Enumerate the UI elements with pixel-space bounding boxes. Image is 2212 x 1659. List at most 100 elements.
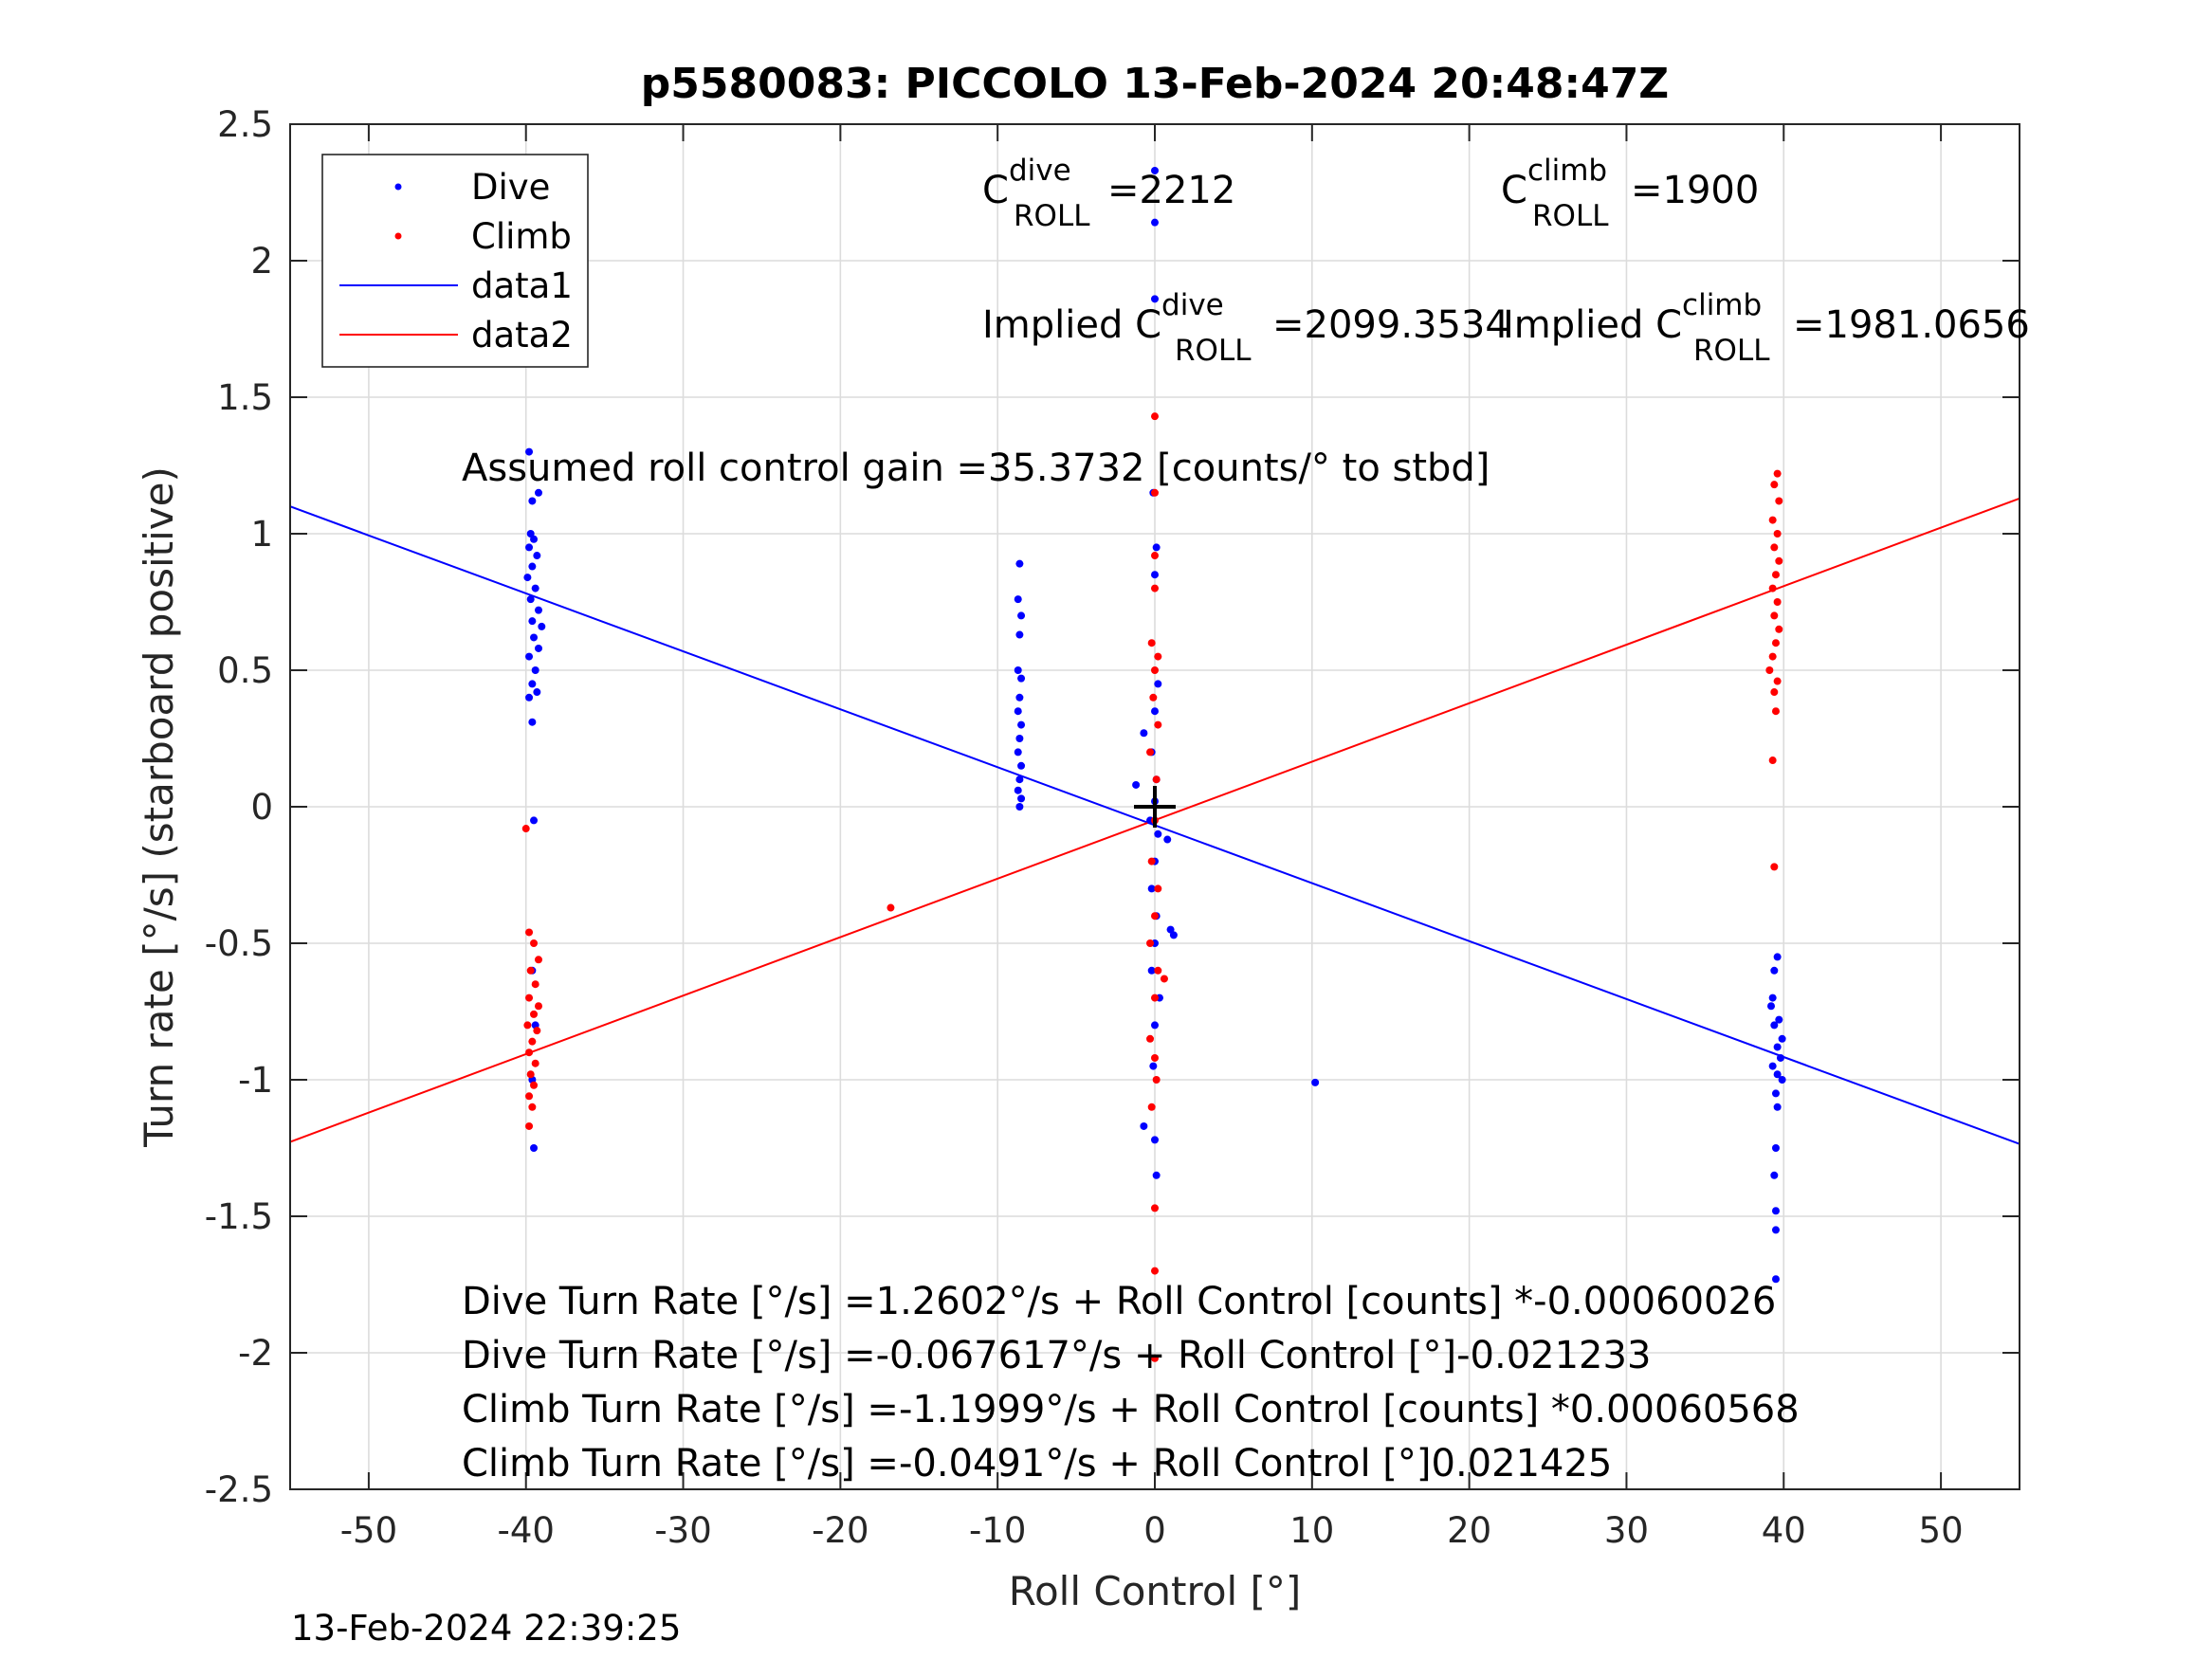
climb-point [1768, 652, 1777, 661]
dive-point [1778, 1034, 1786, 1043]
x-axis-label: Roll Control [°] [1009, 1568, 1302, 1614]
implied-dive-sub: ROLL [1175, 334, 1252, 368]
climb-point [1768, 516, 1777, 524]
dive-point [528, 562, 537, 571]
gain-annotation: Assumed roll control gain =35.3732 [coun… [462, 447, 1490, 490]
y-tick-label: 0.5 [217, 650, 273, 691]
y-tick-label: -2.5 [205, 1469, 273, 1510]
axis-ticks: -50 -40 -30 -20 -10 0 10 20 30 40 50-2.5-2-1.5-1-0… [205, 104, 2020, 1551]
dive-point [1147, 884, 1156, 893]
dive-point [525, 447, 534, 456]
climb-point [521, 825, 530, 833]
x-tick-label: -50 [340, 1510, 397, 1551]
x-tick-label: -40 [498, 1510, 555, 1551]
implied-dive-value: =2099.3534 [1272, 303, 1509, 347]
x-tick-label: 50 [1919, 1510, 1964, 1551]
climb-point [1151, 412, 1159, 421]
c-climb-value: =1900 [1631, 169, 1759, 212]
climb-point [1768, 584, 1777, 592]
c-climb-sub: ROLL [1532, 199, 1609, 233]
dive-point [1017, 720, 1026, 729]
dive-point [1140, 1121, 1148, 1130]
dive-point [1768, 994, 1777, 1002]
x-tick-label: 30 [1604, 1510, 1649, 1551]
x-tick-label: 0 [1143, 1510, 1166, 1551]
dive-point [1770, 1171, 1779, 1179]
dive-point [526, 595, 535, 604]
dive-point [1014, 595, 1022, 604]
climb-point [1160, 975, 1168, 983]
legend-dive-swatch [394, 183, 402, 191]
dive-point [1015, 775, 1024, 784]
dive-point [528, 680, 537, 688]
y-tick-label: 1 [250, 514, 273, 555]
climb-point [525, 1092, 534, 1101]
x-tick-label: -20 [812, 1510, 868, 1551]
climb-point [1771, 571, 1780, 579]
climb-point [1151, 1267, 1159, 1275]
y-tick-label: -0.5 [205, 923, 273, 964]
climb-point [1151, 994, 1159, 1002]
dive-point [1151, 707, 1159, 716]
climb-point [530, 939, 539, 947]
c-dive-annotation: Cdive ROLL =2212 [982, 154, 1235, 233]
dive-point [534, 488, 542, 497]
climb-point [1770, 481, 1779, 489]
dive-point [528, 718, 537, 726]
dive-point [534, 606, 542, 614]
climb-point [1147, 1103, 1156, 1111]
dive-point [1017, 794, 1026, 803]
legend-climb-swatch [394, 232, 402, 240]
climb-point [533, 1027, 541, 1035]
dive-point [1017, 611, 1026, 620]
y-tick-label: -1 [238, 1060, 273, 1101]
y-tick-label: 0 [250, 787, 273, 828]
c-climb-prefix: C [1501, 169, 1527, 212]
c-dive-prefix: C [982, 169, 1009, 212]
dive-point [1151, 218, 1159, 227]
climb-point [1773, 677, 1782, 685]
climb-point [1154, 720, 1162, 729]
dive-point [1773, 1043, 1782, 1051]
generated-timestamp: 13-Feb-2024 22:39:25 [291, 1608, 681, 1649]
dive-point [1015, 803, 1024, 811]
dive-point [528, 617, 537, 626]
dive-point [1152, 543, 1161, 552]
implied-dive-prefix: Implied C [982, 303, 1161, 347]
dive-point [1014, 786, 1022, 794]
dive-point [1773, 1103, 1782, 1111]
climb-point [1770, 863, 1779, 871]
implied-climb-annotation: Implied Cclimb ROLL =1981.0656 [1503, 288, 2030, 368]
c-dive-value: =2212 [1107, 169, 1235, 212]
x-tick-label: 20 [1447, 1510, 1491, 1551]
dive-point [1771, 1226, 1780, 1234]
climb-point [1151, 584, 1159, 592]
legend-dive-label: Dive [471, 167, 550, 208]
dive-point [1771, 1089, 1780, 1098]
climb-point [525, 1121, 534, 1130]
climb-point [531, 1059, 539, 1067]
data-layer [289, 166, 2020, 1362]
climb-point [1773, 530, 1782, 538]
dive-point [1771, 1207, 1780, 1215]
dive-point [531, 584, 539, 592]
y-axis-label: Turn rate [°/s] (starboard positive) [136, 466, 182, 1148]
dive-point [1778, 1076, 1786, 1084]
climb-point [534, 1002, 542, 1011]
y-tick-label: 2.5 [217, 104, 273, 145]
legend-data2-label: data2 [471, 315, 573, 356]
dive-point [538, 622, 546, 630]
climb-point [528, 1103, 537, 1111]
dive-point [1015, 693, 1024, 702]
c-dive-sub: ROLL [1014, 199, 1090, 233]
dive-point [1154, 680, 1162, 688]
c-climb-sup: climb [1527, 154, 1607, 188]
implied-climb-sub: ROLL [1693, 334, 1770, 368]
dive-point [1773, 1070, 1782, 1079]
dive-point [1775, 1015, 1783, 1024]
climb-point [1154, 884, 1162, 893]
climb-point [1147, 639, 1156, 647]
climb-point [1768, 757, 1777, 765]
climb-point [1146, 1034, 1155, 1043]
dive-point [525, 693, 534, 702]
